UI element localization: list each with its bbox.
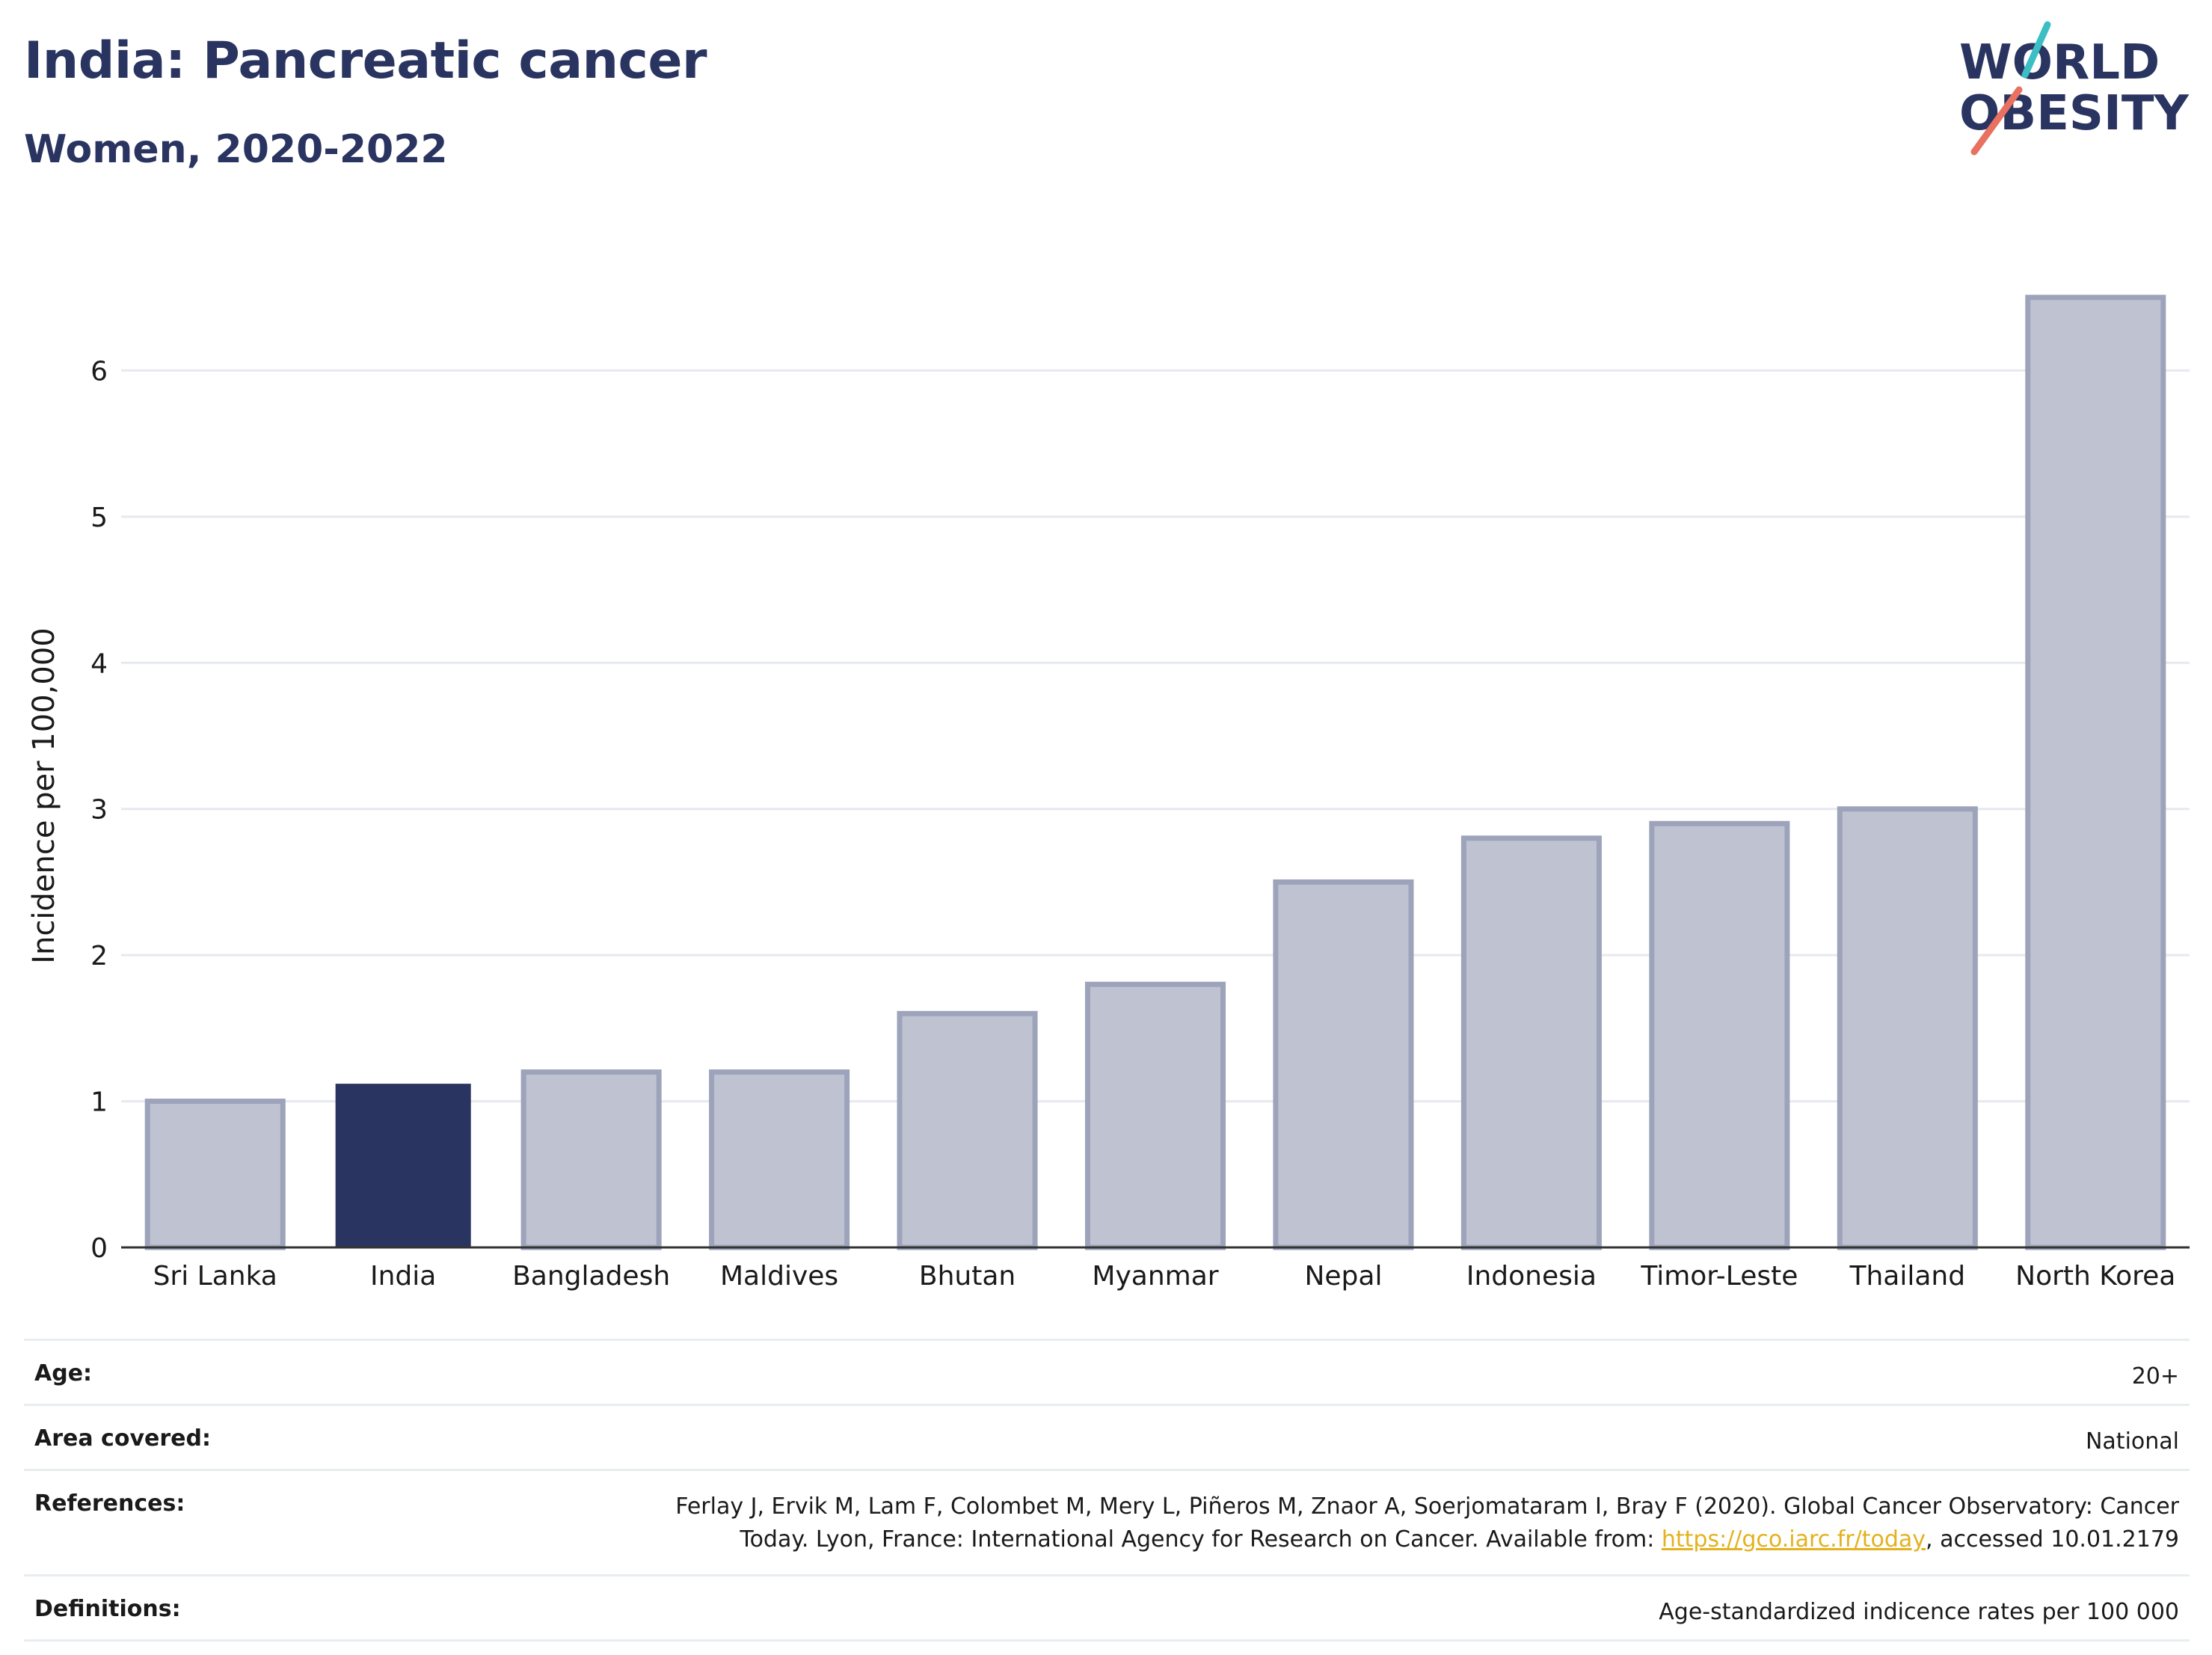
bar-bhutan: [897, 1010, 1038, 1250]
references-line2-pre: Today. Lyon, France: International Agenc…: [740, 1526, 1662, 1553]
chart-subtitle: Women, 2020-2022: [24, 127, 448, 172]
bar-north-korea: [2025, 295, 2166, 1250]
references-line2-post: , accessed 10.01.2179: [1926, 1526, 2179, 1553]
bar-sri-lanka: [144, 1099, 286, 1250]
footer-row-references: References: Ferlay J, Ervik M, Lam F, Co…: [24, 1469, 2190, 1574]
area-value: National: [2085, 1428, 2179, 1455]
y-tick-label: 0: [90, 1233, 108, 1264]
x-tick-label: Bhutan: [919, 1261, 1016, 1292]
bars: [144, 295, 2166, 1250]
logo-text-world: WORLD: [1959, 35, 2160, 90]
bar-maldives: [709, 1069, 850, 1250]
y-tick-label: 1: [90, 1087, 108, 1118]
bar-nepal: [1273, 879, 1414, 1250]
x-tick-label: India: [370, 1261, 436, 1292]
age-label: Age:: [34, 1360, 93, 1387]
logo-text-obesity: OBESITY: [1959, 86, 2189, 141]
x-tick-label: North Korea: [2015, 1261, 2175, 1292]
y-tick-label: 4: [90, 648, 108, 679]
bar-thailand: [1837, 806, 1978, 1250]
chart-title: India: Pancreatic cancer: [24, 31, 707, 90]
y-axis-label: Incidence per 100,000: [27, 627, 61, 964]
footer-row-area: Area covered: National: [24, 1404, 2190, 1469]
x-tick-label: Thailand: [1849, 1261, 1966, 1292]
chart-footer: Age: 20+ Area covered: National Referenc…: [24, 1339, 2190, 1642]
y-tick-label: 2: [90, 941, 108, 971]
bar-bangladesh: [520, 1069, 662, 1250]
y-tick-label: 6: [90, 356, 108, 387]
footer-row-age: Age: 20+: [24, 1339, 2190, 1404]
bar-myanmar: [1084, 981, 1226, 1250]
world-obesity-logo: WORLD OBESITY: [1959, 21, 2189, 156]
references-line1: Ferlay J, Ervik M, Lam F, Colombet M, Me…: [675, 1493, 2179, 1520]
x-tick-label: Nepal: [1304, 1261, 1382, 1292]
y-tick-label: 5: [90, 503, 108, 533]
x-tick-label: Indonesia: [1466, 1261, 1597, 1292]
x-tick-label: Myanmar: [1092, 1261, 1218, 1292]
logo-slash-teal: [2021, 21, 2051, 79]
y-tick-label: 3: [90, 795, 108, 826]
definitions-label: Definitions:: [34, 1596, 181, 1622]
footer-row-definitions: Definitions: Age-standardized indicence …: [24, 1574, 2190, 1642]
age-value: 20+: [2131, 1363, 2179, 1390]
x-tick-label: Sri Lanka: [153, 1261, 277, 1292]
logo-slash-coral: [1970, 86, 2023, 156]
x-tick-label: Timor-Leste: [1640, 1261, 1798, 1292]
bar-indonesia: [1460, 835, 1602, 1250]
y-axis-ticks: 0 1 2 3 4 5 6: [90, 356, 108, 1264]
x-axis-ticks: Sri Lanka India Bangladesh Maldives Bhutan My…: [153, 1261, 2176, 1292]
bar-timor-leste: [1649, 820, 1790, 1250]
x-tick-label: Bangladesh: [512, 1261, 670, 1292]
references-link[interactable]: https://gco.iarc.fr/today: [1661, 1526, 1926, 1553]
bar-india: [335, 1084, 471, 1247]
references-label: References:: [34, 1490, 185, 1517]
area-label: Area covered:: [34, 1425, 211, 1452]
x-tick-label: Maldives: [720, 1261, 838, 1292]
references-value: Ferlay J, Ervik M, Lam F, Colombet M, Me…: [675, 1490, 2179, 1556]
bar-chart: 0 1 2 3 4 5 6 Sri Lanka India Bangladesh Maldives…: [27, 295, 2190, 1292]
definitions-value: Age-standardized indicence rates per 100…: [1659, 1599, 2179, 1625]
